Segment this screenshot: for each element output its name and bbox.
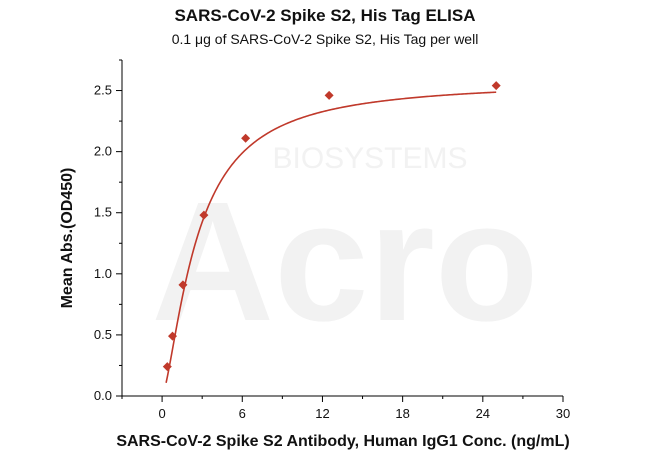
watermark: Acro BIOSYSTEMS [151, 142, 538, 357]
watermark-subtext: BIOSYSTEMS [272, 142, 467, 175]
x-tick-label: 18 [395, 406, 409, 421]
data-point [168, 331, 178, 341]
data-points-layer [162, 81, 501, 372]
watermark-logo: Acro [151, 167, 538, 357]
axes: 0 6 12 18 24 30 0.0 0.5 1.0 1.5 2.0 2.5 [94, 59, 570, 421]
y-tick-label: 1.0 [94, 266, 112, 281]
y-tick-label: 1.5 [94, 205, 112, 220]
fit-curve-layer [165, 91, 497, 383]
chart-subtitle: 0.1 μg of SARS-CoV-2 Spike S2, His Tag p… [171, 31, 479, 47]
data-point [199, 210, 209, 220]
y-axis-title: Mean Abs.(OD450) [59, 168, 76, 309]
y-tick-label: 0.5 [94, 327, 112, 342]
x-axis-title: SARS-CoV-2 Spike S2 Antibody, Human IgG1… [116, 433, 569, 450]
x-tick-label: 24 [476, 406, 490, 421]
data-point [324, 90, 334, 100]
chart-title: SARS-CoV-2 Spike S2, His Tag ELISA [174, 6, 476, 25]
x-tick-label: 30 [556, 406, 570, 421]
y-tick-label: 0.0 [94, 388, 112, 403]
data-point [162, 362, 172, 372]
x-tick-label: 6 [239, 406, 246, 421]
data-point [491, 81, 501, 91]
x-tick-label: 12 [315, 406, 329, 421]
fit-curve [165, 91, 497, 383]
y-tick-label: 2.5 [94, 83, 112, 98]
data-point [178, 280, 188, 290]
x-tick-label: 0 [158, 406, 165, 421]
y-tick-label: 2.0 [94, 144, 112, 159]
data-point [241, 133, 251, 143]
